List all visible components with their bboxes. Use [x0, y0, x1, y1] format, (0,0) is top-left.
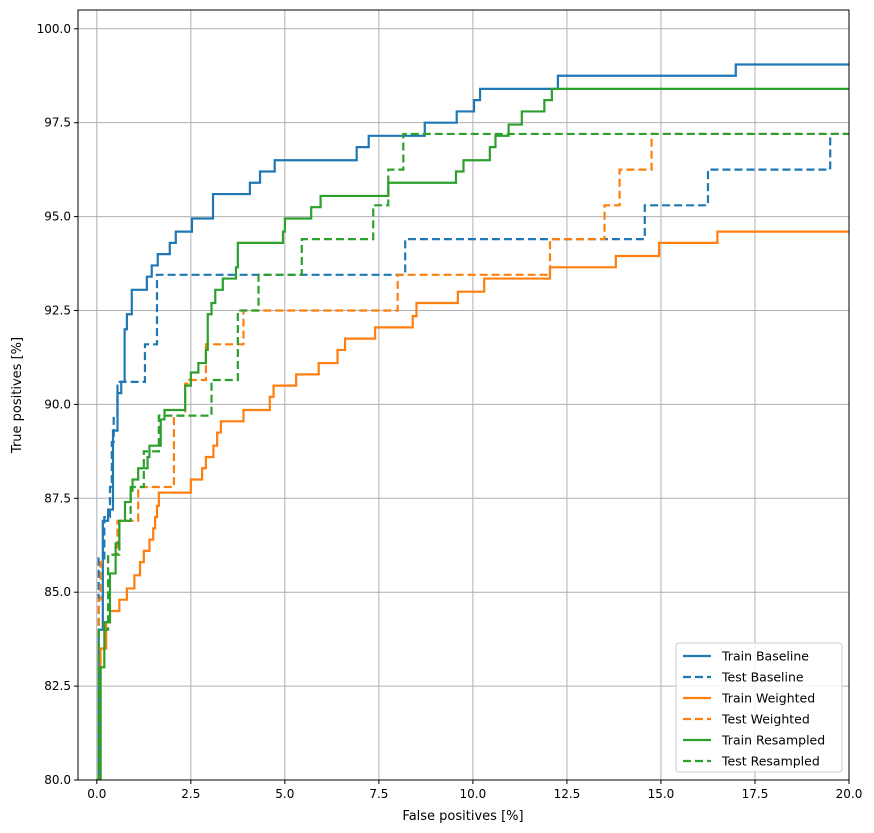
y-tick-label: 92.5	[44, 303, 71, 317]
grid	[78, 10, 850, 781]
legend-label: Test Weighted	[721, 712, 810, 727]
series-line-train-baseline	[96, 63, 849, 780]
x-tick-label: 20.0	[836, 787, 863, 801]
legend-label: Train Baseline	[721, 649, 809, 664]
series-line-train-weighted	[96, 230, 849, 780]
y-tick-label: 87.5	[44, 491, 71, 505]
x-tick-label: 5.0	[275, 787, 294, 801]
legend: Train Baseline Test Baseline Train Weighte…	[675, 642, 843, 773]
y-tick-label: 80.0	[44, 773, 71, 787]
x-tick-label: 15.0	[648, 787, 675, 801]
legend-label: Train Weighted	[721, 691, 815, 706]
y-tick-label: 82.5	[44, 679, 71, 693]
series-line-train-resampled	[96, 87, 849, 780]
y-tick-label: 100.0	[37, 22, 71, 36]
y-tick-label: 90.0	[44, 397, 71, 411]
x-tick-label: 0.0	[87, 787, 106, 801]
x-axis-label: False positives [%]	[402, 809, 523, 824]
x-ticks: 0.0 2.5 5.0 7.5 10.0 12.5 15.0 17.5 20.0	[87, 780, 862, 801]
series-lines	[96, 63, 849, 780]
legend-label: Test Resampled	[721, 754, 820, 769]
x-tick-label: 17.5	[742, 787, 769, 801]
y-tick-label: 85.0	[44, 585, 71, 599]
legend-label: Test Baseline	[721, 670, 804, 685]
y-axis-label: True positives [%]	[10, 337, 25, 454]
x-tick-label: 2.5	[181, 787, 200, 801]
legend-box	[675, 642, 843, 773]
y-tick-label: 97.5	[44, 116, 71, 130]
series-line-test-resampled	[96, 132, 849, 780]
series-line-test-baseline	[96, 132, 849, 780]
x-tick-label: 7.5	[369, 787, 388, 801]
x-tick-label: 10.0	[460, 787, 487, 801]
plot-frame	[77, 9, 850, 781]
y-ticks: 80.0 82.5 85.0 87.5 90.0 92.5 95.0 97.5 100.0	[37, 22, 78, 787]
legend-label: Train Resampled	[721, 733, 825, 748]
x-tick-label: 12.5	[554, 787, 581, 801]
y-tick-label: 95.0	[44, 210, 71, 224]
